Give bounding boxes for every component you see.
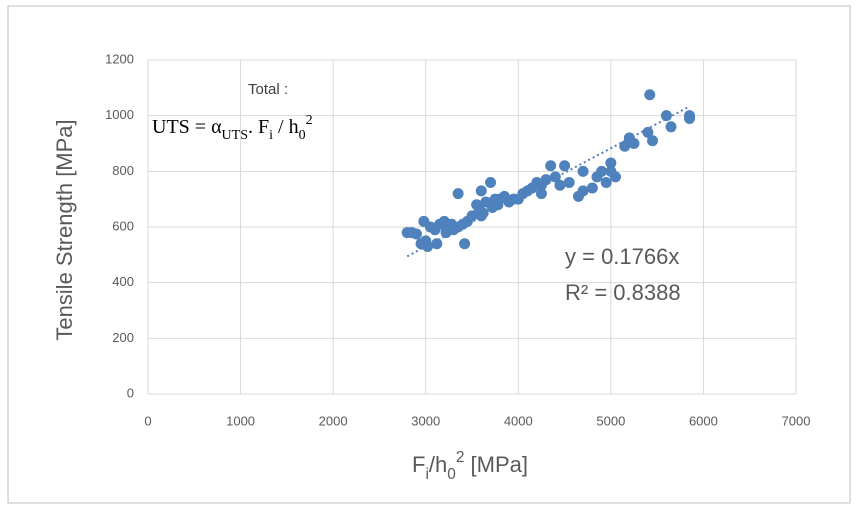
x-tick-label: 5000 <box>596 413 625 428</box>
point <box>600 176 612 188</box>
annotation-formula-part: i <box>269 128 273 143</box>
point <box>586 182 598 194</box>
chart-frame <box>7 5 851 504</box>
point <box>605 165 617 177</box>
trendline-r2: R² = 0.8388 <box>565 280 681 305</box>
x-tick-label: 6000 <box>689 413 718 428</box>
point <box>549 171 561 183</box>
x-tick-label: 4000 <box>504 413 533 428</box>
y-tick-label: 600 <box>112 218 134 233</box>
point <box>452 221 464 233</box>
x-axis-title-part: 0 <box>447 466 456 483</box>
point <box>452 188 464 200</box>
x-tick-label: 7000 <box>782 413 811 428</box>
point <box>596 165 608 177</box>
point <box>475 185 487 197</box>
point <box>605 157 617 169</box>
point <box>577 165 589 177</box>
annotation-formula-part: . F <box>248 116 269 138</box>
x-axis-title-part: F <box>412 452 425 477</box>
x-axis-title-part: /h <box>429 452 447 477</box>
x-axis-title: Fi/h02 [MPa] <box>412 449 528 483</box>
point <box>563 176 575 188</box>
point <box>535 188 547 200</box>
annotation-formula-part: 2 <box>306 113 313 128</box>
annotation-formula-part: UTS = α <box>152 116 222 138</box>
x-tick-label: 3000 <box>411 413 440 428</box>
annotation-formula-part: UTS <box>222 128 248 143</box>
point <box>554 179 566 191</box>
annotation-formula: UTS = αUTS. Fi / h02 <box>152 113 313 143</box>
trendline-equation: y = 0.1766x <box>565 244 679 269</box>
point <box>660 110 672 122</box>
y-tick-label: 0 <box>127 385 134 400</box>
point <box>665 121 677 133</box>
point <box>684 112 696 124</box>
point <box>422 240 434 252</box>
annotation-formula-part: / h <box>273 116 299 138</box>
y-axis-title: Tensile Strength [MPa] <box>52 119 77 340</box>
point <box>623 135 635 147</box>
point <box>410 228 422 240</box>
point <box>644 89 656 101</box>
point <box>459 238 471 250</box>
point <box>577 185 589 197</box>
point <box>545 160 557 172</box>
annotation-title: Total : <box>248 81 288 98</box>
y-tick-label: 400 <box>112 274 134 289</box>
point <box>642 126 654 138</box>
point <box>485 176 497 188</box>
annotation-title-part: Total : <box>248 81 288 98</box>
point <box>540 174 552 186</box>
point <box>647 135 659 147</box>
point <box>559 160 571 172</box>
y-tick-label: 800 <box>112 163 134 178</box>
point <box>475 210 487 222</box>
y-tick-label: 200 <box>112 330 134 345</box>
x-axis-title-part: i <box>425 466 428 483</box>
x-tick-label: 1000 <box>226 413 255 428</box>
point <box>431 238 443 250</box>
x-axis-title-part: [MPa] <box>464 452 528 477</box>
y-tick-label: 1200 <box>105 51 134 66</box>
y-tick-label: 1000 <box>105 107 134 122</box>
x-axis-title-part: 2 <box>456 449 465 466</box>
x-tick-label: 2000 <box>319 413 348 428</box>
x-tick-label: 0 <box>144 413 151 428</box>
annotation-formula-part: 0 <box>299 128 306 143</box>
